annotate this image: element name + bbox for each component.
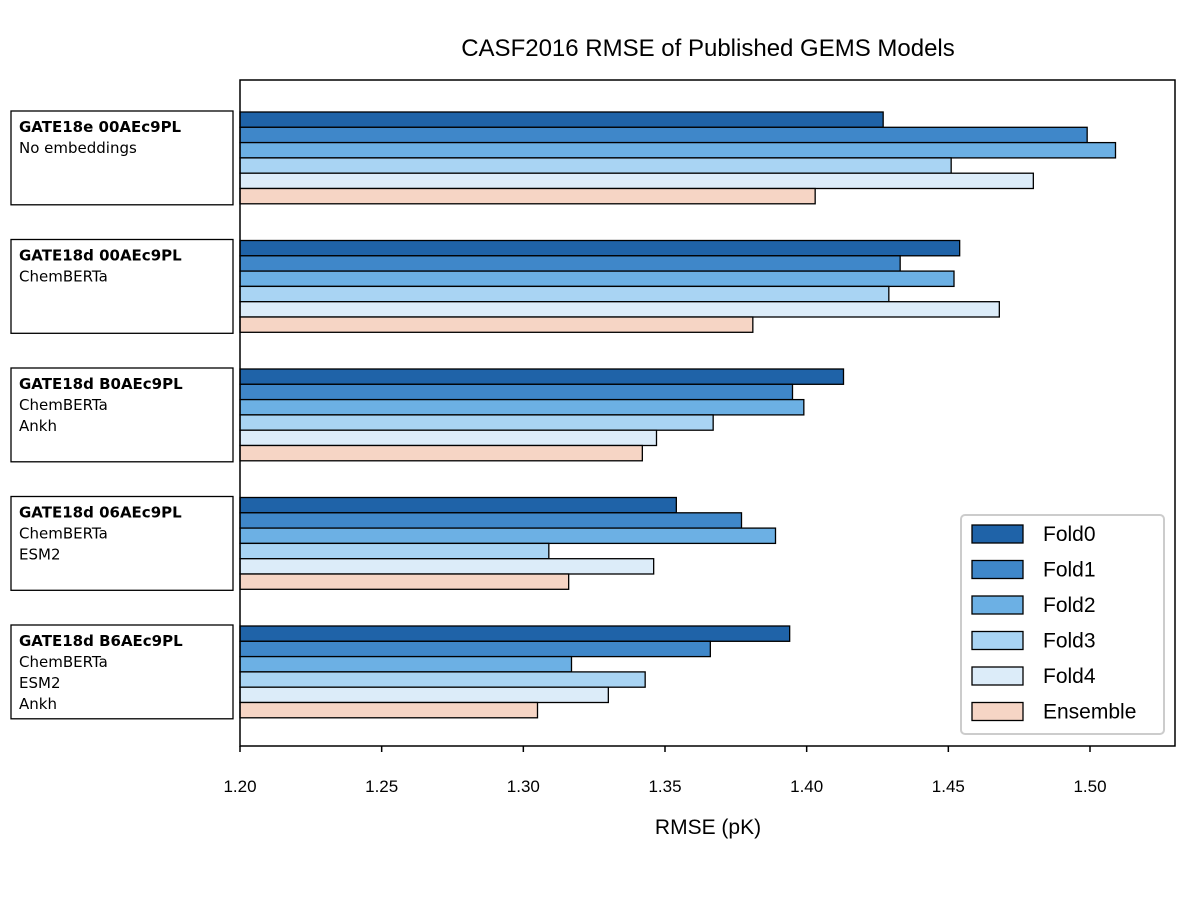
group-embedding-label: ESM2 xyxy=(19,674,60,692)
group-embedding-label: ChemBERTa xyxy=(19,396,108,414)
bar-fold4 xyxy=(240,687,608,702)
group-embedding-label: Ankh xyxy=(19,695,57,713)
legend-swatch xyxy=(972,596,1023,614)
group-model-name: GATE18d 00AEc9PL xyxy=(19,247,182,265)
bar-ensemble xyxy=(240,703,538,718)
bar-fold2 xyxy=(240,528,776,543)
x-tick-label: 1.45 xyxy=(932,777,965,796)
legend-label: Fold3 xyxy=(1043,630,1096,653)
bar-fold4 xyxy=(240,173,1033,188)
bar-ensemble xyxy=(240,317,753,332)
group-embedding-label: ChemBERTa xyxy=(19,525,108,543)
legend-swatch xyxy=(972,632,1023,650)
group-embedding-label: ESM2 xyxy=(19,546,60,564)
x-tick-label: 1.25 xyxy=(365,777,398,796)
group-label-box: GATE18e 00AEc9PL No embeddings xyxy=(11,111,233,205)
group-label-box: GATE18d B6AEc9PL ChemBERTa ESM2 Ankh xyxy=(11,625,233,719)
bar-ensemble xyxy=(240,189,815,204)
x-tick-label: 1.35 xyxy=(648,777,681,796)
legend-label: Ensemble xyxy=(1043,701,1136,724)
bar-fold2 xyxy=(240,143,1116,158)
legend-swatch xyxy=(972,561,1023,579)
bar-fold2 xyxy=(240,400,804,415)
chart-title: CASF2016 RMSE of Published GEMS Models xyxy=(461,35,955,62)
bar-fold1 xyxy=(240,513,742,528)
legend-swatch xyxy=(972,525,1023,543)
x-axis-ticks: 1.20 1.25 1.30 1.35 1.40 1.45 1.50 xyxy=(223,746,1106,796)
bar-fold3 xyxy=(240,286,889,301)
group-label-box: GATE18d 00AEc9PL ChemBERTa xyxy=(11,240,233,334)
group-label-box: GATE18d B0AEc9PL ChemBERTa Ankh xyxy=(11,368,233,462)
group-model-name: GATE18d B0AEc9PL xyxy=(19,375,183,393)
bar-fold3 xyxy=(240,543,549,558)
x-tick-label: 1.50 xyxy=(1073,777,1106,796)
legend-swatch xyxy=(972,667,1023,685)
bar-fold1 xyxy=(240,256,900,271)
bar-ensemble xyxy=(240,574,569,589)
bar-fold3 xyxy=(240,158,951,173)
bar-fold0 xyxy=(240,112,883,127)
legend-swatch xyxy=(972,703,1023,721)
bar-fold1 xyxy=(240,127,1087,142)
bar-fold0 xyxy=(240,626,790,641)
legend-label: Fold2 xyxy=(1043,594,1096,617)
bar-fold2 xyxy=(240,657,572,672)
group-model-name: GATE18d B6AEc9PL xyxy=(19,632,183,650)
group-embedding-label: Ankh xyxy=(19,417,57,435)
x-axis-label: RMSE (pK) xyxy=(655,816,761,839)
group-model-name: GATE18d 06AEc9PL xyxy=(19,504,182,522)
group-embedding-label: No embeddings xyxy=(19,139,137,157)
legend-label: Fold0 xyxy=(1043,523,1096,546)
group-embedding-label: ChemBERTa xyxy=(19,268,108,286)
legend-label: Fold1 xyxy=(1043,559,1096,582)
group-model-name: GATE18e 00AEc9PL xyxy=(19,118,182,136)
bar-fold4 xyxy=(240,559,654,574)
bar-fold4 xyxy=(240,302,999,317)
group-label-box: GATE18d 06AEc9PL ChemBERTa ESM2 xyxy=(11,497,233,591)
x-tick-label: 1.40 xyxy=(790,777,823,796)
bar-fold3 xyxy=(240,672,645,687)
bar-ensemble xyxy=(240,446,642,461)
x-tick-label: 1.30 xyxy=(507,777,540,796)
group-embedding-label: ChemBERTa xyxy=(19,653,108,671)
bar-fold0 xyxy=(240,369,844,384)
x-tick-label: 1.20 xyxy=(223,777,256,796)
bar-fold3 xyxy=(240,415,713,430)
group-labels: GATE18e 00AEc9PL No embeddings GATE18d 00A… xyxy=(11,111,233,719)
bar-fold1 xyxy=(240,384,793,399)
legend-label: Fold4 xyxy=(1043,665,1096,688)
bar-fold0 xyxy=(240,241,960,256)
bar-fold2 xyxy=(240,271,954,286)
legend-item: Ensemble xyxy=(972,701,1136,724)
bar-fold1 xyxy=(240,641,710,656)
legend: Fold0 Fold1 Fold2 Fold3 Fold4 Ensemble xyxy=(961,515,1164,734)
bar-fold0 xyxy=(240,498,676,513)
bar-fold4 xyxy=(240,430,657,445)
